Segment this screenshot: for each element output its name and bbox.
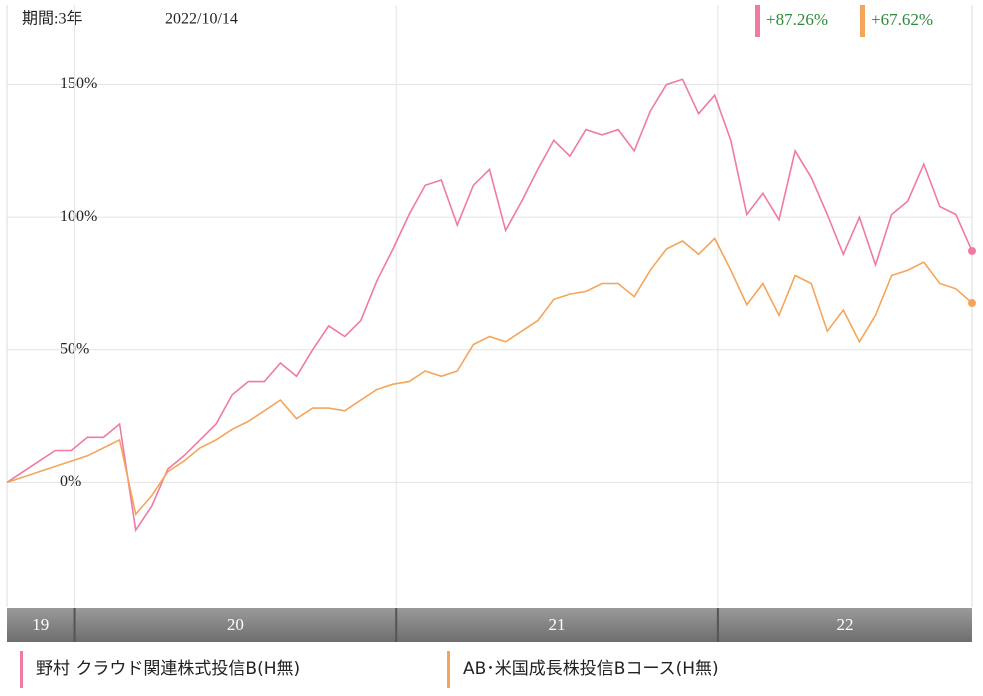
year-band <box>7 608 972 642</box>
change-swatch <box>755 5 760 37</box>
legend-label: 野村 クラウド関連株式投信B(H無) <box>36 659 300 679</box>
end-marker <box>968 246 976 255</box>
series-line <box>6 237 973 516</box>
end-marker <box>968 299 976 308</box>
change-label: +87.26% <box>766 10 828 29</box>
legend-swatch <box>20 651 23 688</box>
year-label: 21 <box>549 615 566 634</box>
legend-swatch <box>447 651 450 688</box>
y-tick-label: 100% <box>60 208 97 225</box>
year-label: 20 <box>227 615 244 634</box>
period-label: 期間:3年 <box>22 10 82 28</box>
y-tick-label: 0% <box>60 473 81 490</box>
date-label: 2022/10/14 <box>165 11 238 28</box>
year-label: 19 <box>32 615 49 634</box>
legend-label: AB･米国成長株投信Bコース(H無) <box>463 659 719 679</box>
change-label: +67.62% <box>871 10 933 29</box>
series-line <box>6 78 973 533</box>
change-swatch <box>860 5 865 37</box>
year-label: 22 <box>836 615 853 634</box>
y-tick-label: 150% <box>60 75 97 92</box>
